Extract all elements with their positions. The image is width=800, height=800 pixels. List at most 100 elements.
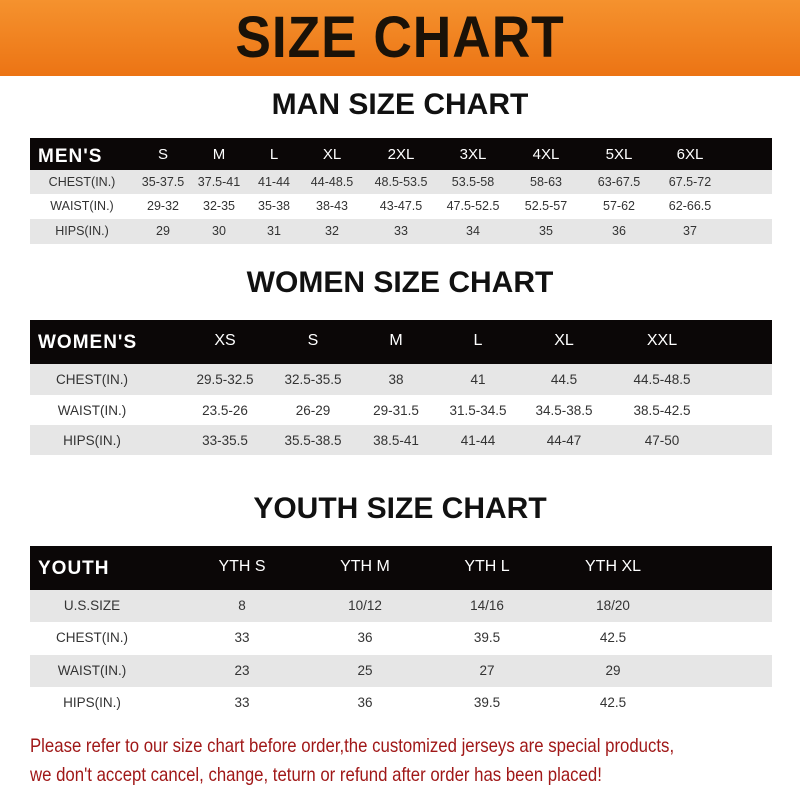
row-label: WAIST(IN.) [57, 663, 127, 678]
table-cell: 29 [156, 224, 170, 238]
table-cell: 37.5-41 [197, 175, 241, 189]
table-cell: 33 [394, 224, 408, 238]
table-cell: 23 [234, 663, 250, 678]
table-cell: 36 [612, 224, 626, 238]
row-label: CHEST(IN.) [48, 175, 116, 189]
size-header-cell: S [307, 332, 319, 349]
size-header-cell: 3XL [459, 146, 487, 163]
table-cell: 42.5 [599, 630, 627, 645]
table-cell: 39.5 [473, 695, 501, 710]
table-cell: 10/12 [348, 598, 382, 613]
size-header-cell: YTH M [340, 558, 390, 575]
table-row: WAIST(IN.) 23 25 27 29 [30, 655, 772, 687]
row-label: HIPS(IN.) [55, 224, 109, 238]
men-title: MAN SIZE CHART [271, 88, 529, 121]
table-cell: 33 [234, 695, 250, 710]
row-label: WAIST(IN.) [50, 199, 114, 213]
size-header-cell: M [389, 332, 403, 349]
table-row: CHEST(IN.) 29.5-32.5 32.5-35.5 38 41 44.5 44.5… [30, 364, 772, 395]
table-label-header: YOUTH [38, 558, 110, 579]
banner: SIZE CHART [0, 0, 800, 76]
table-cell: 38-43 [316, 199, 348, 213]
table-cell: 36 [357, 695, 373, 710]
table-cell: 26-29 [295, 403, 331, 418]
size-header-cell: XXL [646, 332, 678, 349]
size-header-cell: L [473, 332, 483, 349]
table-cell: 37 [683, 224, 697, 238]
table-cell: 14/16 [470, 598, 504, 613]
size-header-cell: 5XL [605, 146, 633, 163]
table-cell: 29-32 [147, 199, 179, 213]
banner-title: SIZE CHART [235, 5, 565, 70]
table-cell: 63-67.5 [597, 175, 641, 189]
table-row: U.S.SIZE 8 10/12 14/16 18/20 [30, 590, 772, 622]
size-header-cell: YTH XL [584, 558, 642, 575]
size-header-cell: XL [554, 332, 574, 349]
table-label-header: MEN'S [38, 146, 103, 167]
table-cell: 38 [388, 372, 404, 387]
table-cell: 36 [357, 630, 373, 645]
table-cell: 8 [238, 598, 246, 613]
table-cell: 39.5 [473, 630, 501, 645]
row-label: HIPS(IN.) [63, 695, 121, 710]
women-title: WOMEN SIZE CHART [246, 266, 554, 299]
row-label: CHEST(IN.) [56, 630, 128, 645]
table-cell: 41 [470, 372, 486, 387]
table-cell: 32-35 [203, 199, 235, 213]
table-cell: 58-63 [530, 175, 562, 189]
row-label: WAIST(IN.) [57, 403, 127, 418]
table-row: CHEST(IN.) 33 36 39.5 42.5 [30, 622, 772, 655]
size-header-cell: YTH S [218, 558, 266, 575]
table-row: WAIST(IN.) 23.5-26 26-29 29-31.5 31.5-34.5 34… [30, 395, 772, 425]
table-header-row: WOMEN'S XS S M L XL XXL [30, 320, 772, 364]
disclaimer-line-2: we don't accept cancel, change, teturn o… [30, 764, 602, 786]
table-header-row: MEN'S S M L XL 2XL 3XL 4XL 5XL 6XL [30, 138, 772, 170]
row-label: CHEST(IN.) [56, 372, 128, 387]
table-cell: 33-35.5 [202, 433, 248, 448]
table-cell: 30 [212, 224, 226, 238]
table-row: HIPS(IN.) 33 36 39.5 42.5 [30, 687, 772, 720]
disclaimer-line-1: Please refer to our size chart before or… [30, 735, 675, 757]
table-cell: 32.5-35.5 [284, 372, 342, 387]
table-cell: 31.5-34.5 [449, 403, 507, 418]
table-label-header: WOMEN'S [38, 332, 138, 353]
men-size-table: MEN'S S M L XL 2XL 3XL 4XL 5XL 6XL CHEST(IN.) 35-37… [30, 138, 772, 244]
table-header-row: YOUTH YTH S YTH M YTH L YTH XL [30, 546, 772, 590]
table-cell: 38.5-41 [373, 433, 419, 448]
table-cell: 35.5-38.5 [284, 433, 342, 448]
table-cell: 44.5 [550, 372, 578, 387]
size-header-cell: L [269, 146, 279, 163]
youth-size-table: YOUTH YTH S YTH M YTH L YTH XL U.S.SIZE 8 10/12… [30, 546, 772, 720]
table-cell: 41-44 [460, 433, 496, 448]
table-cell: 44-48.5 [310, 175, 354, 189]
table-cell: 48.5-53.5 [374, 175, 428, 189]
table-cell: 35-38 [258, 199, 290, 213]
row-label: U.S.SIZE [63, 598, 121, 613]
size-header-cell: M [212, 146, 226, 163]
size-header-cell: XL [322, 146, 342, 163]
size-header-cell: 6XL [676, 146, 704, 163]
table-cell: 44-47 [546, 433, 582, 448]
table-cell: 62-66.5 [668, 199, 712, 213]
size-header-cell: 2XL [387, 146, 415, 163]
table-cell: 29.5-32.5 [196, 372, 254, 387]
table-cell: 52.5-57 [524, 199, 568, 213]
table-row: HIPS(IN.) 33-35.5 35.5-38.5 38.5-41 41-44 44-… [30, 425, 772, 455]
youth-title: YOUTH SIZE CHART [253, 492, 547, 525]
table-cell: 44.5-48.5 [633, 372, 691, 387]
table-cell: 33 [234, 630, 250, 645]
table-cell: 31 [267, 224, 281, 238]
size-header-cell: YTH L [464, 558, 510, 575]
table-cell: 47.5-52.5 [446, 199, 500, 213]
table-cell: 29 [605, 663, 621, 678]
table-cell: 25 [357, 663, 373, 678]
table-cell: 32 [325, 224, 339, 238]
table-cell: 42.5 [599, 695, 627, 710]
table-cell: 47-50 [644, 433, 680, 448]
row-label: HIPS(IN.) [63, 433, 121, 448]
table-cell: 67.5-72 [668, 175, 712, 189]
table-row: WAIST(IN.) 29-32 32-35 35-38 38-43 43-47.5 47.… [30, 194, 772, 219]
table-cell: 41-44 [258, 175, 290, 189]
table-cell: 34.5-38.5 [535, 403, 593, 418]
table-cell: 57-62 [603, 199, 635, 213]
